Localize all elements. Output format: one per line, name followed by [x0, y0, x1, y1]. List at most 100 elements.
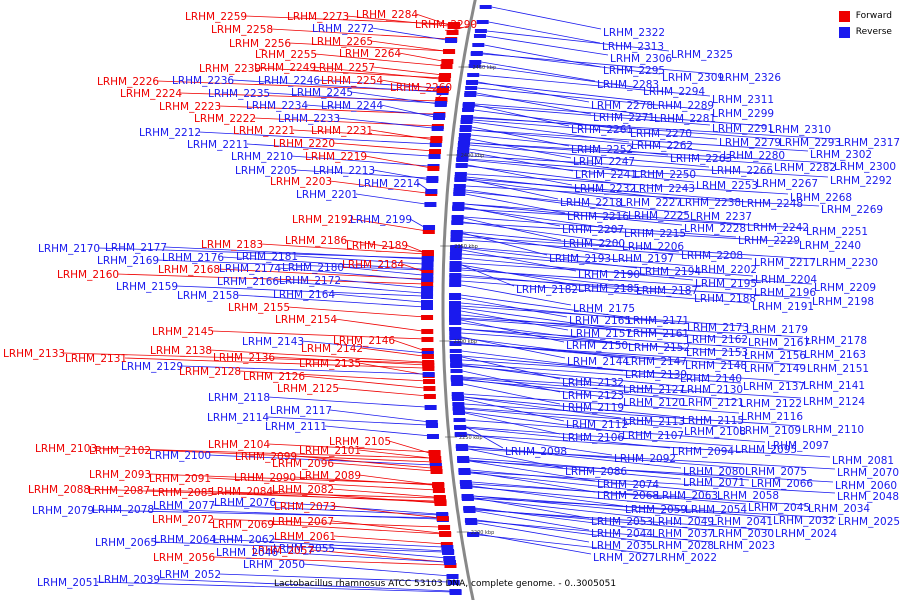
gene-label: LRHM_2279: [719, 137, 781, 149]
connector-line: [461, 253, 754, 277]
gene-glyph: [453, 418, 466, 422]
gene-glyph: [451, 382, 464, 386]
gene-label: LRHM_2197: [612, 253, 674, 265]
connector-line: [370, 40, 445, 52]
gene-label: LRHM_2294: [643, 86, 705, 98]
connector-line: [464, 208, 805, 229]
connector-line: [151, 508, 438, 520]
gene-label: LRHM_2086: [565, 466, 627, 478]
gene-label: LRHM_2231: [311, 125, 373, 137]
gene-glyph: [433, 495, 446, 500]
gene-glyph: [453, 184, 466, 188]
gene-label: LRHM_2142: [301, 343, 363, 355]
connector-line: [147, 489, 438, 499]
gene-label: LRHM_2098: [505, 446, 567, 458]
gene-glyph: [449, 306, 462, 310]
gene-label: LRHM_2064: [154, 534, 216, 546]
connector-line: [460, 307, 626, 331]
connector-line: [370, 129, 435, 141]
gene-label: LRHM_2057: [252, 545, 314, 557]
connector-line: [466, 179, 619, 200]
gene-label: LRHM_2099: [235, 451, 297, 463]
gene-label: LRHM_2193: [549, 253, 611, 265]
gene-label: LRHM_2117: [270, 405, 332, 417]
gene-glyph: [439, 73, 452, 78]
gene-label: LRHM_2198: [812, 296, 874, 308]
connector-line: [460, 294, 626, 318]
legend-reverse: Reverse: [838, 24, 892, 40]
connector-line: [295, 255, 423, 265]
gene-label: LRHM_2261: [571, 124, 633, 136]
gene-glyph: [424, 405, 437, 410]
gene-glyph: [421, 351, 434, 356]
gene-label: LRHM_2326: [719, 72, 781, 84]
gene-label: LRHM_2078: [92, 504, 154, 516]
connector-line: [331, 520, 440, 534]
gene-label: LRHM_2066: [751, 478, 813, 490]
gene-glyph: [442, 549, 455, 554]
gene-label: LRHM_2291: [712, 123, 774, 135]
gene-glyph: [422, 229, 435, 234]
gene-glyph: [429, 149, 442, 154]
gene-label: LRHM_2306: [610, 53, 672, 65]
connector-line: [466, 433, 613, 456]
gene-label: LRHM_2039: [98, 574, 160, 586]
forward-swatch: [838, 10, 850, 22]
connector-line: [62, 352, 427, 364]
connector-line: [94, 447, 431, 459]
gene-label: LRHM_2215: [624, 228, 686, 240]
gene-label: LRHM_2126: [243, 371, 305, 383]
gene-label: LRHM_2108: [684, 426, 746, 438]
connector-line: [409, 218, 425, 228]
gene-glyph: [457, 459, 470, 463]
connector-line: [324, 425, 431, 437]
gene-label: LRHM_2060: [835, 480, 897, 492]
gene-label: LRHM_2237: [690, 211, 752, 223]
connector-line: [462, 379, 681, 400]
gene-glyph: [463, 508, 476, 512]
gene-label: LRHM_2032: [773, 515, 835, 527]
gene-glyph: [449, 279, 462, 283]
gene-label: LRHM_2153: [686, 347, 748, 359]
gene-glyph: [421, 348, 434, 353]
gene-glyph: [479, 5, 492, 9]
connector-line: [470, 469, 716, 493]
gene-label: LRHM_2074: [597, 479, 659, 491]
gene-label: LRHM_2233: [278, 113, 340, 125]
gene-label: LRHM_2160: [57, 269, 119, 281]
connector-line: [468, 159, 695, 183]
gene-label: LRHM_2207: [562, 224, 624, 236]
connector-line: [346, 15, 449, 27]
gene-glyph: [434, 501, 447, 506]
gene-label: LRHM_2247: [573, 156, 635, 168]
gene-label: LRHM_2131: [65, 353, 127, 365]
gene-label: LRHM_2120: [623, 397, 685, 409]
connector-line: [96, 581, 454, 593]
gene-label: LRHM_2035: [591, 540, 653, 552]
connector-line: [350, 91, 439, 105]
connector-line: [477, 82, 651, 103]
connector-line: [275, 551, 445, 563]
connector-line: [332, 547, 448, 559]
gene-glyph: [436, 516, 449, 521]
gene-label: LRHM_2119: [562, 402, 624, 414]
connector-line: [164, 246, 426, 260]
connector-line: [464, 203, 746, 225]
gene-glyph: [449, 321, 462, 325]
gene-label: LRHM_2255: [255, 49, 317, 61]
gene-label: LRHM_2129: [121, 361, 183, 373]
gene-label: LRHM_2155: [228, 302, 290, 314]
connector-line: [473, 498, 651, 519]
connector-line: [463, 222, 798, 243]
gene-glyph: [462, 108, 475, 112]
gene-glyph: [441, 545, 454, 550]
gene-label: LRHM_2071: [683, 477, 745, 489]
gene-label: LRHM_2184: [342, 259, 404, 271]
gene-label: LRHM_2028: [652, 540, 714, 552]
connector-line: [464, 403, 801, 427]
connector-line: [212, 556, 449, 566]
gene-label: LRHM_2242: [747, 222, 809, 234]
gene-label: LRHM_2300: [834, 161, 896, 173]
gene-glyph: [444, 563, 457, 568]
gene-glyph: [429, 456, 442, 461]
